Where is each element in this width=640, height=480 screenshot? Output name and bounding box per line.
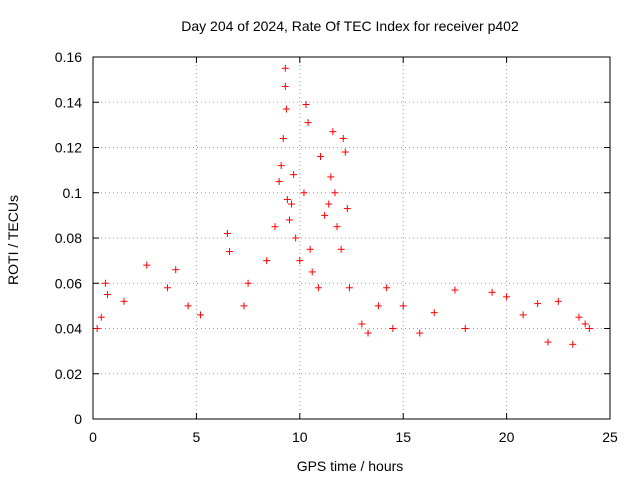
data-point (240, 302, 248, 310)
data-point (244, 279, 252, 287)
data-point (327, 173, 335, 181)
data-point (271, 223, 279, 231)
data-point (300, 189, 308, 197)
y-tick-label: 0.02 (55, 366, 82, 382)
data-point (143, 261, 151, 269)
data-point (314, 284, 322, 292)
gridlines (93, 57, 610, 419)
data-point (263, 257, 271, 265)
data-point (101, 279, 109, 287)
data-point (163, 284, 171, 292)
y-axis-title: ROTI / TECUs (5, 195, 21, 285)
data-point (308, 268, 316, 276)
data-points (93, 64, 593, 348)
data-point (290, 171, 298, 179)
data-point (534, 300, 542, 308)
data-point (333, 223, 341, 231)
x-tick-label: 5 (193, 429, 201, 445)
data-point (304, 119, 312, 127)
data-point (184, 302, 192, 310)
x-axis-title: GPS time / hours (297, 458, 404, 474)
x-tick-label: 10 (292, 429, 308, 445)
data-point (416, 329, 424, 337)
x-tick-labels: 0 5 10 15 20 25 (89, 429, 618, 445)
plot-frame (92, 56, 611, 420)
data-point (120, 297, 128, 305)
data-point (339, 134, 347, 142)
data-point (296, 257, 304, 265)
data-point (575, 313, 583, 321)
data-point (329, 128, 337, 136)
y-tick-label: 0.16 (55, 49, 82, 65)
data-point (569, 340, 577, 348)
data-point (288, 200, 296, 208)
data-point (581, 320, 589, 328)
data-point (383, 284, 391, 292)
data-point (282, 105, 290, 113)
data-point (292, 234, 300, 242)
data-point (341, 148, 349, 156)
data-point (172, 266, 180, 274)
y-tick-label: 0 (74, 411, 82, 427)
y-tick-label: 0.06 (55, 275, 82, 291)
x-tick-label: 20 (499, 429, 515, 445)
x-tick-label: 25 (602, 429, 618, 445)
x-tick-label: 0 (89, 429, 97, 445)
y-tick-label: 0.08 (55, 230, 82, 246)
axis-ticks (92, 56, 611, 420)
data-point (97, 313, 105, 321)
data-point (554, 297, 562, 305)
y-tick-label: 0.12 (55, 140, 82, 156)
data-point (283, 196, 291, 204)
data-point (389, 325, 397, 332)
data-point (364, 329, 372, 337)
data-point (321, 211, 329, 219)
data-point (279, 134, 287, 142)
data-point (306, 245, 314, 253)
data-point (223, 229, 231, 237)
data-point (197, 311, 205, 319)
data-point (316, 153, 324, 161)
data-point (343, 205, 351, 213)
data-point (275, 177, 283, 185)
data-point (519, 311, 527, 319)
chart-title: Day 204 of 2024, Rate Of TEC Index for r… (181, 18, 519, 34)
y-tick-label: 0.14 (55, 94, 82, 110)
data-point (503, 293, 511, 301)
data-point (103, 291, 111, 299)
data-point (285, 216, 293, 224)
data-point (488, 288, 496, 296)
data-point (345, 284, 353, 292)
data-point (281, 64, 289, 72)
data-point (331, 189, 339, 197)
y-tick-label: 0.04 (55, 321, 82, 337)
y-tick-labels: 0 0.02 0.04 0.06 0.08 0.1 0.12 0.14 0.16 (55, 49, 82, 427)
data-point (399, 302, 407, 310)
data-point (325, 200, 333, 208)
data-point (225, 248, 233, 256)
data-point (544, 338, 552, 346)
data-point (281, 82, 289, 90)
data-point (302, 101, 310, 109)
data-point (93, 325, 101, 332)
data-point (277, 162, 285, 170)
x-tick-label: 15 (395, 429, 411, 445)
data-point (430, 309, 438, 317)
data-point (358, 320, 366, 328)
data-point (451, 286, 459, 294)
y-tick-label: 0.1 (63, 185, 83, 201)
data-point (461, 325, 469, 332)
data-point (337, 245, 345, 253)
data-point (374, 302, 382, 310)
data-point (585, 325, 593, 332)
